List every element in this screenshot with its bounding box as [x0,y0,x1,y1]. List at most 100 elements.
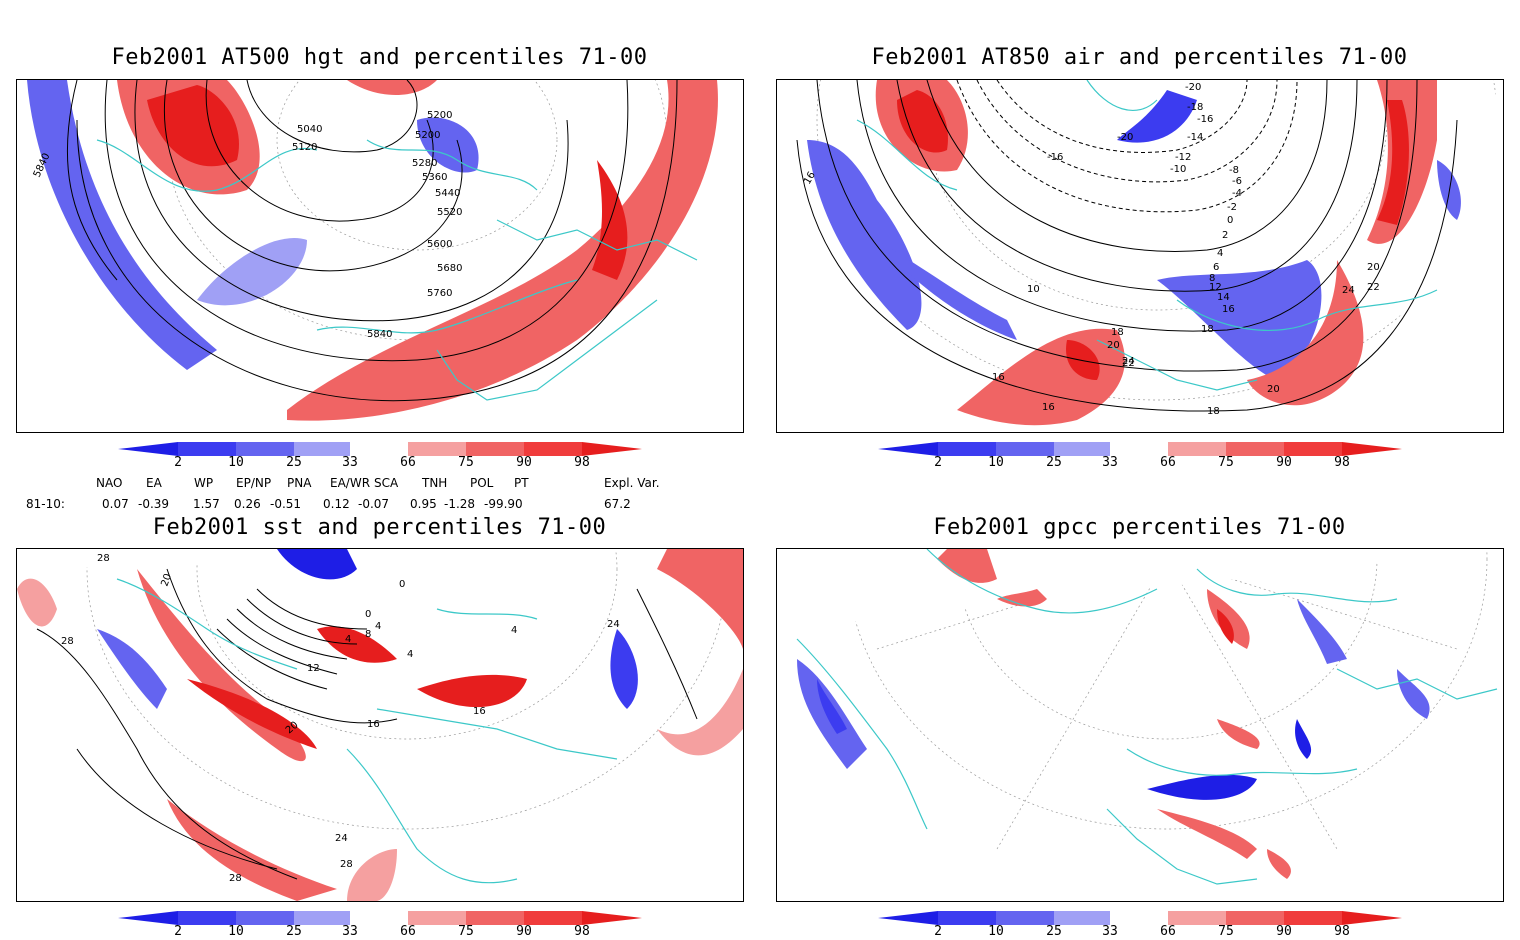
colorbar-label: 66 [400,924,416,939]
colorbar-swatch [524,911,582,925]
contour-label: -14 [1187,132,1203,143]
colorbar-swatch [996,911,1054,925]
contour-label: 18 [1207,406,1220,417]
colorbar-label: 33 [1102,455,1118,470]
contour-label: -16 [1047,152,1063,163]
colorbar-label: 2 [934,924,942,939]
colorbar-swatch [466,442,524,456]
colorbar-swatch [236,442,294,456]
colorbar-label: 33 [342,455,358,470]
contour-label: 12 [1209,282,1222,293]
index-value: 0.26 [234,497,261,511]
contour-label: 0 [399,579,405,590]
index-name: EA/WR [330,476,371,490]
coastlines [116,578,618,884]
contour-label: -6 [1232,176,1242,187]
colorbar-label: 98 [574,924,590,939]
contour-label: 8 [1209,273,1215,284]
anomaly-shading [797,549,1430,879]
colorbar-hgt: 2 10 25 33 66 75 90 98 [118,441,642,471]
colorbar-swatch [1168,911,1226,925]
colorbar-swatch [938,442,996,456]
colorbar-swatch [1342,442,1402,456]
contour-label: -8 [1229,165,1239,176]
contour-label: 18 [1111,327,1124,338]
index-value: -0.51 [270,497,302,511]
colorbar-gpcc: 2 10 25 33 66 75 90 98 [878,910,1402,940]
colorbar-swatch [1110,911,1168,925]
colorbar-label: 2 [934,455,942,470]
contour-label: 4 [1217,248,1223,259]
colorbar-label: 75 [1218,455,1234,470]
colorbar-swatch [350,911,408,925]
colorbar-label: 25 [286,924,302,939]
contour-label: -20 [1185,82,1201,93]
colorbar-label: 66 [400,455,416,470]
contour-labels: 5040 5120 5200 5200 5280 5360 5440 5520 … [32,110,463,340]
colorbar-label: 25 [286,455,302,470]
colorbar-swatch [118,442,178,456]
colorbar-label: 90 [1276,924,1292,939]
contour-label: 0 [365,609,371,620]
colorbar-swatch [1110,442,1168,456]
contour-label: 5440 [435,188,460,199]
colorbar-label: 25 [1046,924,1062,939]
contour-label: 5120 [292,142,317,153]
map-gpcc [777,549,1503,901]
colorbar-label: 98 [574,455,590,470]
colorbar-swatches [118,911,642,925]
map-panel-air: -20 -18 -16 -14 -12 -10 -8 -6 -4 -2 0 2 … [776,79,1504,433]
colorbar-swatch [878,911,938,925]
colorbar-swatch [294,911,350,925]
colorbar-swatch [1054,911,1110,925]
contour-label: -10 [1170,164,1186,175]
contour-label: -18 [1187,102,1203,113]
contour-label: 5040 [297,124,322,135]
colorbar-swatch [1168,442,1226,456]
colorbar-air: 2 10 25 33 66 75 90 98 [878,441,1402,471]
panel-title-gpcc: Feb2001 gpcc percentiles 71-00 [933,515,1346,540]
contour-label: 20 [1367,262,1380,273]
contour-label: 16 [1042,402,1055,413]
coastlines [796,549,1498,885]
colorbar-swatch [118,911,178,925]
colorbar-label: 98 [1334,924,1350,939]
index-name: EA [146,476,162,490]
index-name: PNA [287,476,312,490]
contour-label: 22 [1367,282,1380,293]
index-value: -0.07 [358,497,390,511]
colorbar-label: 90 [516,924,532,939]
colorbar-label: 90 [1276,455,1292,470]
contour-label: 28 [97,553,110,564]
contour-label: 20 [1107,340,1120,351]
coastlines [96,139,698,401]
anomaly-shading [807,80,1461,426]
colorbar-label: 75 [458,455,474,470]
contour-label: 5200 [415,130,440,141]
contour-label: 4 [345,634,351,645]
colorbar-label: 10 [988,455,1004,470]
colorbar-label: 25 [1046,455,1062,470]
index-value: 0.95 [410,497,437,511]
colorbar-swatch [408,911,466,925]
colorbar-label: 33 [342,924,358,939]
map-panel-hgt: 5040 5120 5200 5200 5280 5360 5440 5520 … [16,79,744,433]
contour-label: 28 [61,636,74,647]
colorbar-swatch [294,442,350,456]
colorbar-swatch [1284,911,1342,925]
colorbar-label: 98 [1334,455,1350,470]
colorbar-swatch [524,442,582,456]
contour-label: 6 [1213,262,1219,273]
colorbar-label: 75 [1218,924,1234,939]
index-name: TNH [422,476,448,490]
contour-label: 14 [1217,292,1230,303]
colorbar-label: 33 [1102,924,1118,939]
colorbar-swatches [878,911,1402,925]
colorbar-swatches [118,442,642,456]
map-air: -20 -18 -16 -14 -12 -10 -8 -6 -4 -2 0 2 … [777,80,1503,432]
colorbar-swatch [878,442,938,456]
contour-label: 5840 [367,329,392,340]
index-value: -0.39 [138,497,170,511]
index-name: POL [470,476,494,490]
index-value: 0.07 [102,497,129,511]
